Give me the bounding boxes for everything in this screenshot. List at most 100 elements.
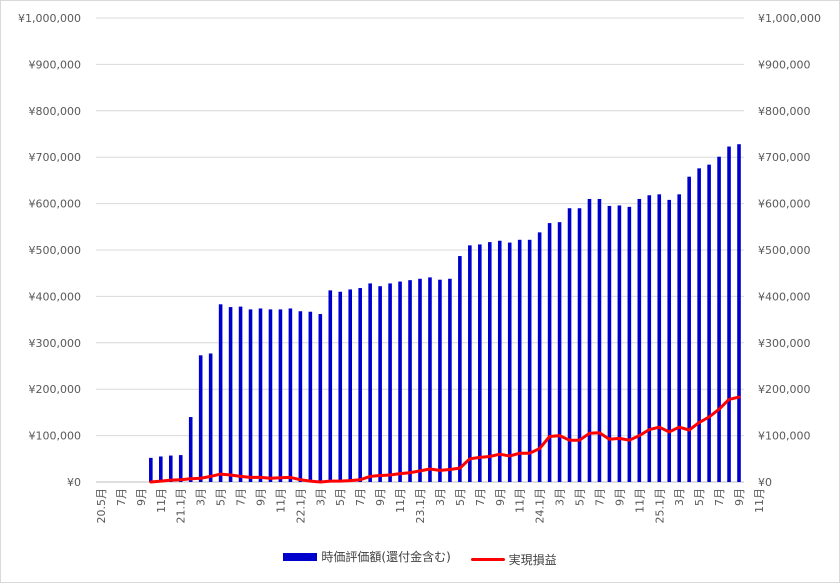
x-tick-label: 5月 (215, 488, 228, 506)
bar (458, 256, 462, 482)
bar (208, 353, 213, 482)
legend-label-realized: 実現損益 (508, 552, 557, 567)
bar (398, 281, 402, 482)
bar (707, 164, 711, 482)
bar (248, 309, 253, 482)
bar (278, 309, 283, 482)
bar (358, 288, 362, 482)
x-tick-label: 5月 (693, 488, 706, 506)
legend: 時価評価額(還付金含む) 実現損益 (0, 548, 840, 568)
gridlines (96, 17, 744, 483)
bar (637, 198, 642, 482)
bar (318, 314, 323, 482)
y-tick-label-right: ¥800,000 (758, 105, 811, 118)
bar (617, 205, 622, 482)
x-tick-label: 9月 (374, 488, 387, 506)
y-tick-label-right: ¥1,000,000 (758, 12, 821, 25)
bar (727, 146, 731, 482)
y-tick-label-left: ¥900,000 (29, 58, 82, 71)
bar (597, 198, 602, 482)
y-tick-label-left: ¥400,000 (29, 290, 82, 303)
bar (497, 240, 502, 482)
x-tick-label: 25.1月 (653, 488, 666, 524)
legend-label-valuation: 時価評価額(還付金含む) (321, 550, 451, 564)
y-tick-label-left: ¥600,000 (29, 198, 82, 211)
bar (188, 417, 193, 482)
x-tick-label: 22.1月 (294, 488, 307, 524)
x-tick-label: 7月 (354, 488, 367, 506)
x-tick-label: 21.1月 (175, 488, 188, 524)
bar (298, 311, 303, 482)
x-tick-label: 3月 (554, 488, 567, 506)
x-tick-label: 7月 (713, 488, 726, 506)
y-tick-label-left: ¥800,000 (29, 105, 82, 118)
x-tick-label: 9月 (733, 488, 746, 506)
y-tick-label-left: ¥700,000 (29, 151, 82, 164)
y-tick-label-right: ¥200,000 (758, 383, 811, 396)
x-tick-label: 7月 (115, 488, 128, 506)
bar (168, 455, 173, 482)
legend-swatch-line (470, 557, 505, 561)
bar (428, 277, 432, 482)
x-tick-label: 7月 (593, 488, 606, 506)
x-tick-label: 9月 (494, 488, 507, 506)
x-tick-label: 7月 (474, 488, 487, 506)
right-y-axis: ¥0 ¥100,000 ¥200,000 ¥300,000 ¥400,000 ¥500,0… (758, 12, 821, 489)
bar (288, 308, 293, 482)
y-tick-label-right: ¥100,000 (758, 430, 811, 443)
bar (677, 194, 681, 482)
y-tick-label-right: ¥900,000 (758, 58, 811, 71)
bar-series (149, 144, 741, 483)
y-tick-label-right: ¥300,000 (758, 337, 811, 350)
bar (268, 309, 273, 482)
y-tick-label-left: ¥100,000 (29, 430, 82, 443)
bar (697, 168, 701, 482)
bar (438, 279, 442, 482)
x-tick-label: 9月 (135, 488, 148, 506)
bar (378, 286, 382, 482)
bar (468, 245, 472, 482)
x-tick-label: 5月 (334, 488, 347, 506)
y-tick-label-left: ¥1,000,000 (18, 12, 81, 25)
x-tick-label: 11月 (394, 488, 407, 513)
x-tick-label: 11月 (753, 488, 766, 513)
bar (627, 206, 632, 482)
x-tick-label: 24.1月 (534, 488, 547, 524)
bar (587, 198, 592, 482)
x-tick-label: 3月 (434, 488, 447, 506)
bar (507, 242, 512, 482)
bar (647, 195, 652, 483)
y-tick-label-right: ¥400,000 (758, 290, 811, 303)
legend-item-realized: 実現損益 (470, 551, 557, 568)
bar (408, 280, 412, 482)
bar (198, 355, 203, 482)
y-tick-label-left: ¥500,000 (29, 244, 82, 257)
x-tick-label: 5月 (574, 488, 587, 506)
bar (667, 199, 672, 482)
bar (717, 156, 721, 482)
bar (657, 194, 662, 482)
x-tick-label: 11月 (155, 488, 168, 513)
bar (308, 311, 313, 482)
bar (478, 244, 482, 482)
legend-swatch-bar (283, 552, 318, 561)
x-tick-label: 7月 (235, 488, 248, 506)
bar (418, 278, 422, 482)
x-tick-label: 9月 (255, 488, 268, 506)
bar (149, 457, 153, 482)
bar (547, 223, 552, 482)
x-tick-label: 11月 (633, 488, 646, 513)
x-tick-label: 3月 (314, 488, 327, 506)
x-tick-label: 11月 (274, 488, 287, 513)
x-tick-label: 11月 (514, 488, 527, 513)
bar (258, 308, 263, 482)
left-y-axis: ¥0 ¥100,000 ¥200,000 ¥300,000 ¥400,000 ¥500,0… (18, 12, 81, 489)
bar (687, 176, 691, 483)
bar (178, 455, 183, 482)
bar (159, 456, 163, 482)
bar (527, 239, 532, 482)
y-tick-label-right: ¥0 (758, 476, 772, 489)
bar (348, 289, 353, 482)
y-tick-label-left: ¥200,000 (29, 383, 82, 396)
